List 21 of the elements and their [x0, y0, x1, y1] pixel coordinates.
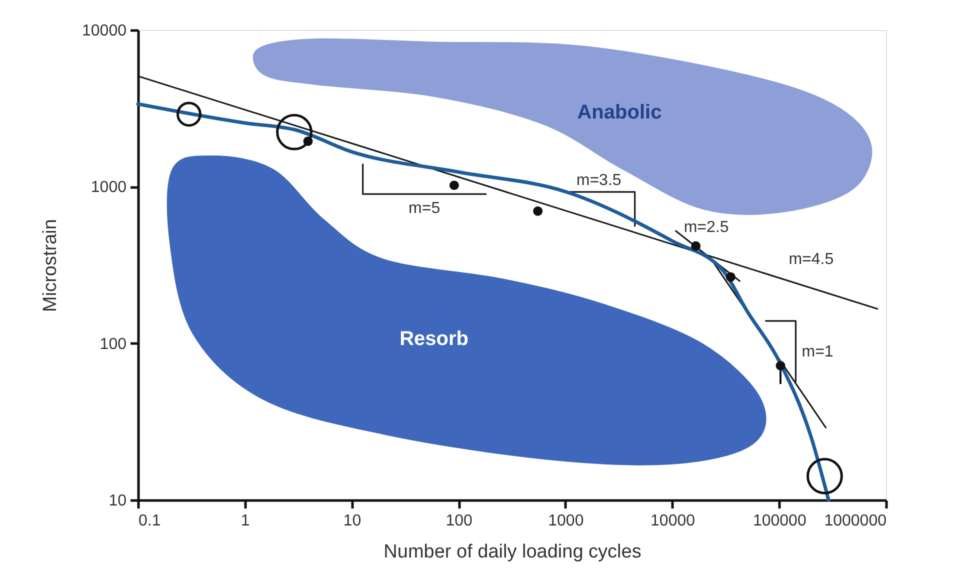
series-label: Resorb [400, 328, 468, 350]
y-axis-title: Microstrain [40, 219, 62, 312]
y-tick-label: 10 [108, 492, 127, 510]
x-tick-label: 1000 [548, 512, 584, 530]
x-tick-label: 10 [343, 512, 362, 530]
series-label: m=2.5 [684, 219, 729, 236]
series-label: Anabolic [577, 101, 662, 124]
y-tick-label: 1000 [90, 179, 127, 196]
x-tick-label: 1000000 [824, 512, 887, 530]
series-label: m=5 [408, 200, 440, 218]
x-tick-label: 0.1 [138, 512, 161, 530]
series-label: m=3.5 [576, 172, 622, 189]
series-label: m=4.5 [788, 250, 834, 268]
x-tick-label: 100000 [752, 512, 806, 530]
x-tick-label: 100 [446, 512, 473, 530]
x-tick-label: 1 [240, 512, 250, 530]
x-tick-label: 10000 [650, 512, 696, 530]
x-axis-title: Number of daily loading cycles [384, 542, 642, 562]
y-tick-label: 10000 [82, 22, 127, 40]
series-label: m=1 [802, 343, 834, 360]
y-tick-label: 100 [100, 336, 127, 353]
